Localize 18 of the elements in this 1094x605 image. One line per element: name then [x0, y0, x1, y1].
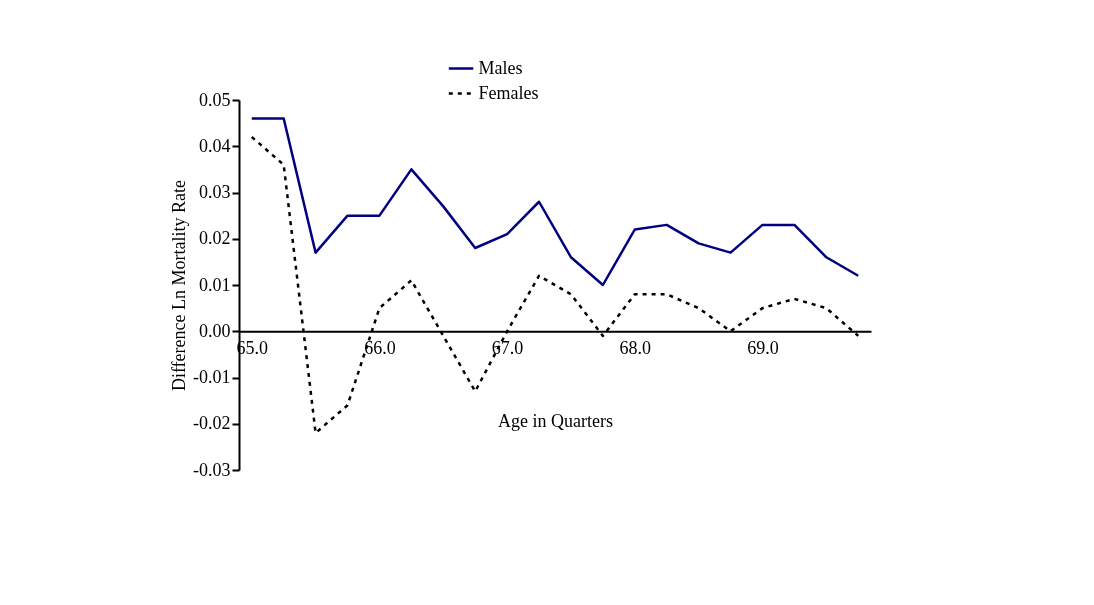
x-tick-label: 67.0: [491, 337, 524, 358]
y-tick-label: 0.02: [199, 228, 231, 249]
x-tick-label: 69.0: [747, 337, 779, 358]
x-tick-label: 68.0: [619, 337, 652, 358]
legend-label: Females: [478, 82, 539, 103]
y-tick-label: 0.04: [199, 135, 231, 156]
y-tick-label: -0.01: [193, 367, 231, 387]
x-tick-label: 66.0: [364, 337, 396, 358]
x-axis-title: Age in Quarters: [498, 410, 613, 431]
line-series: [250, 117, 860, 287]
y-tick-label: -0.02: [193, 413, 231, 434]
y-axis-title: Difference Ln Mortality Rate: [169, 179, 190, 392]
y-tick-label: 0.03: [199, 182, 231, 202]
y-tick-label: -0.03: [193, 459, 231, 480]
y-tick-label: 0.05: [199, 89, 231, 110]
y-tick-label: 0.01: [199, 274, 231, 295]
y-tick-label: 0.00: [199, 320, 231, 341]
legend-label: Males: [478, 57, 523, 78]
